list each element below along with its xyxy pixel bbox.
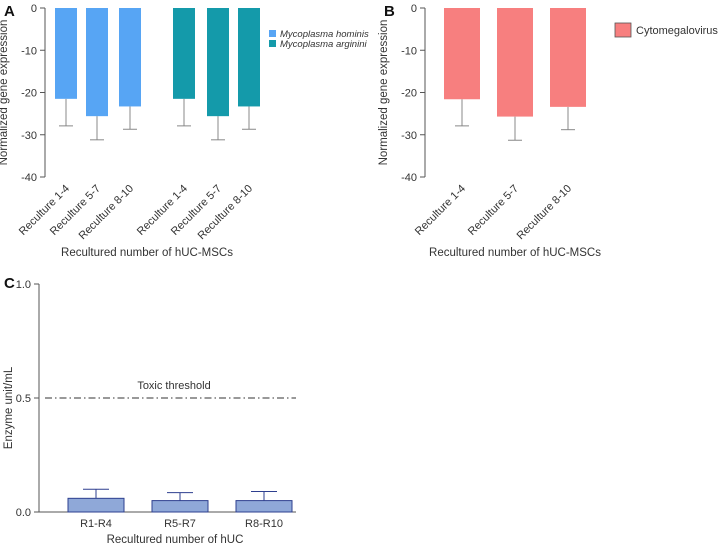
x-tick-label: Reculture 8-10 (515, 183, 575, 243)
panel-a: A 0 -10 -20 -30 -40 Normalized gene expressio… (0, 3, 369, 259)
y-tick-label: -20 (21, 88, 37, 100)
bar (444, 8, 480, 100)
y-tick-label: -30 (21, 130, 37, 142)
legend-label: Mycoplasma hominis (280, 29, 369, 40)
x-axis-title: Recultured number of hUC (107, 534, 244, 545)
bar (86, 8, 108, 117)
y-axis-title: Normalized gene expression (0, 20, 10, 166)
y-tick-label: 0.0 (16, 507, 31, 519)
bar (173, 8, 195, 99)
y-axis-title: Enzyme unit/mL (3, 366, 15, 449)
panel-c: C 0.0 0.5 1.0 Enzyme unit/mL Toxic threshold… (3, 275, 296, 545)
y-tick-label: 0 (411, 3, 417, 15)
panel-b-label: B (384, 3, 395, 20)
x-tick-label: Reculture 1-4 (413, 183, 468, 238)
x-tick-label: R1-R4 (80, 518, 112, 530)
x-axis-title: Recultured number of hUC-MSCs (61, 247, 233, 259)
legend-swatch (614, 22, 632, 38)
y-tick-label: 1.0 (16, 279, 31, 291)
legend-label: Mycoplasma arginini (280, 39, 367, 50)
y-tick-label: -20 (401, 88, 417, 100)
bar (151, 500, 209, 513)
bar (67, 497, 125, 513)
panel-a-label: A (4, 3, 15, 20)
y-tick-label: -10 (21, 45, 37, 57)
y-axis-title: Normalized gene expression (378, 20, 390, 166)
bar (207, 8, 229, 117)
legend-swatch (269, 30, 276, 37)
bar (550, 8, 586, 107)
bar (55, 8, 77, 99)
bar (497, 8, 533, 117)
bar (235, 500, 293, 513)
y-tick-label: 0 (31, 3, 37, 15)
legend-swatch (269, 40, 276, 47)
y-tick-label: -30 (401, 130, 417, 142)
y-tick-label: -10 (401, 45, 417, 57)
y-tick-label: 0.5 (16, 393, 31, 405)
y-tick-label: -40 (21, 172, 37, 184)
panel-b: B 0 -10 -20 -30 -40 Normalized gene expressio… (378, 3, 718, 259)
x-tick-label: R5-R7 (164, 518, 196, 530)
y-tick-label: -40 (401, 172, 417, 184)
bar (119, 8, 141, 107)
panel-c-label: C (4, 275, 15, 292)
x-tick-label: Reculture 5-7 (466, 183, 521, 238)
bar (238, 8, 260, 107)
x-tick-label: R8-R10 (245, 518, 283, 530)
x-tick-label: Reculture 8-10 (196, 183, 256, 243)
toxic-threshold-label: Toxic threshold (137, 380, 210, 392)
x-axis-title: Recultured number of hUC-MSCs (429, 247, 601, 259)
legend-label: Cytomegalovirus (636, 25, 718, 37)
